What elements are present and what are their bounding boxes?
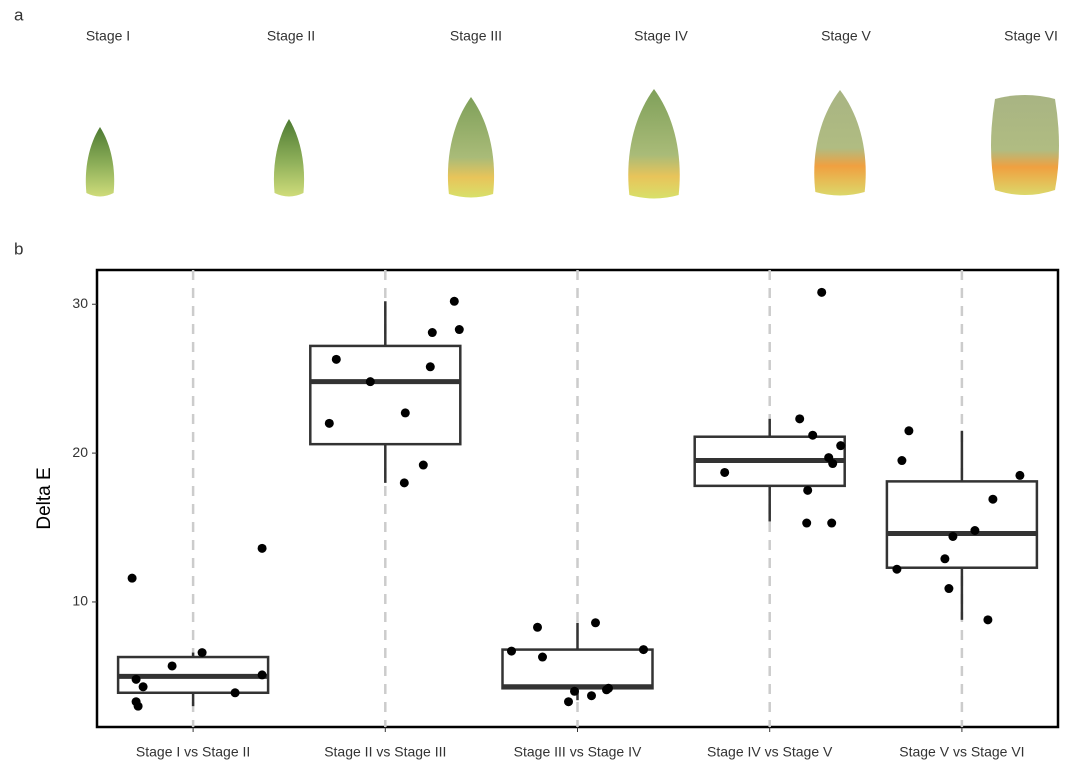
point — [591, 618, 600, 628]
petal — [991, 95, 1059, 195]
panel-label: a — [14, 5, 24, 24]
point — [449, 296, 459, 306]
point — [400, 408, 410, 418]
panel-label: b — [14, 239, 23, 258]
point — [940, 554, 950, 564]
point — [892, 564, 902, 574]
point — [897, 456, 907, 466]
petal — [85, 127, 115, 197]
petal — [628, 89, 680, 199]
point — [257, 670, 267, 680]
point — [948, 531, 958, 541]
point — [564, 697, 573, 707]
point — [604, 683, 613, 693]
petal-images — [85, 89, 1059, 199]
stage-label: Stage IV — [634, 28, 688, 44]
stage-label: Stage V — [821, 28, 871, 44]
petal — [273, 119, 305, 197]
point — [324, 418, 334, 428]
x-tick-label: Stage III vs Stage IV — [514, 744, 642, 760]
point — [127, 573, 137, 583]
point — [988, 494, 998, 504]
point — [167, 661, 177, 671]
stage-label: Stage II — [267, 28, 315, 44]
point — [365, 377, 375, 387]
point — [138, 682, 148, 692]
y-tick-label: 30 — [72, 295, 88, 311]
point — [1015, 470, 1025, 480]
point — [827, 518, 837, 528]
x-tick-label: Stage I vs Stage II — [136, 744, 250, 760]
point — [570, 686, 579, 696]
box — [501, 648, 654, 690]
point — [131, 674, 141, 684]
point — [507, 646, 516, 656]
point — [133, 701, 143, 711]
point — [817, 287, 827, 297]
point — [808, 430, 818, 440]
point — [425, 362, 435, 372]
point — [533, 622, 542, 632]
point — [418, 460, 428, 470]
point — [230, 688, 240, 698]
point — [639, 645, 648, 655]
point — [944, 584, 954, 594]
point — [836, 441, 846, 451]
point — [983, 615, 993, 625]
point — [197, 648, 207, 658]
x-tick-label: Stage IV vs Stage V — [707, 744, 833, 760]
point — [257, 543, 267, 553]
petal — [814, 90, 866, 196]
point — [399, 478, 409, 488]
point — [970, 526, 980, 536]
y-axis-label: Delta E — [34, 467, 55, 529]
point — [587, 691, 596, 701]
point — [828, 459, 838, 469]
point — [454, 325, 464, 335]
point — [331, 354, 341, 364]
stage-label: Stage III — [450, 28, 502, 44]
point — [802, 518, 812, 528]
point — [538, 652, 547, 662]
point — [803, 485, 813, 495]
x-tick-label: Stage II vs Stage III — [324, 744, 446, 760]
y-tick-label: 10 — [72, 593, 88, 609]
point — [795, 414, 805, 424]
petal — [447, 97, 495, 198]
stage-label: Stage I — [86, 28, 130, 44]
x-tick-label: Stage V vs Stage VI — [899, 744, 1024, 760]
point — [904, 426, 914, 436]
box — [885, 480, 1039, 569]
y-tick-label: 20 — [72, 444, 88, 460]
point — [720, 467, 730, 477]
point — [427, 328, 437, 338]
stage-label: Stage VI — [1004, 28, 1058, 44]
